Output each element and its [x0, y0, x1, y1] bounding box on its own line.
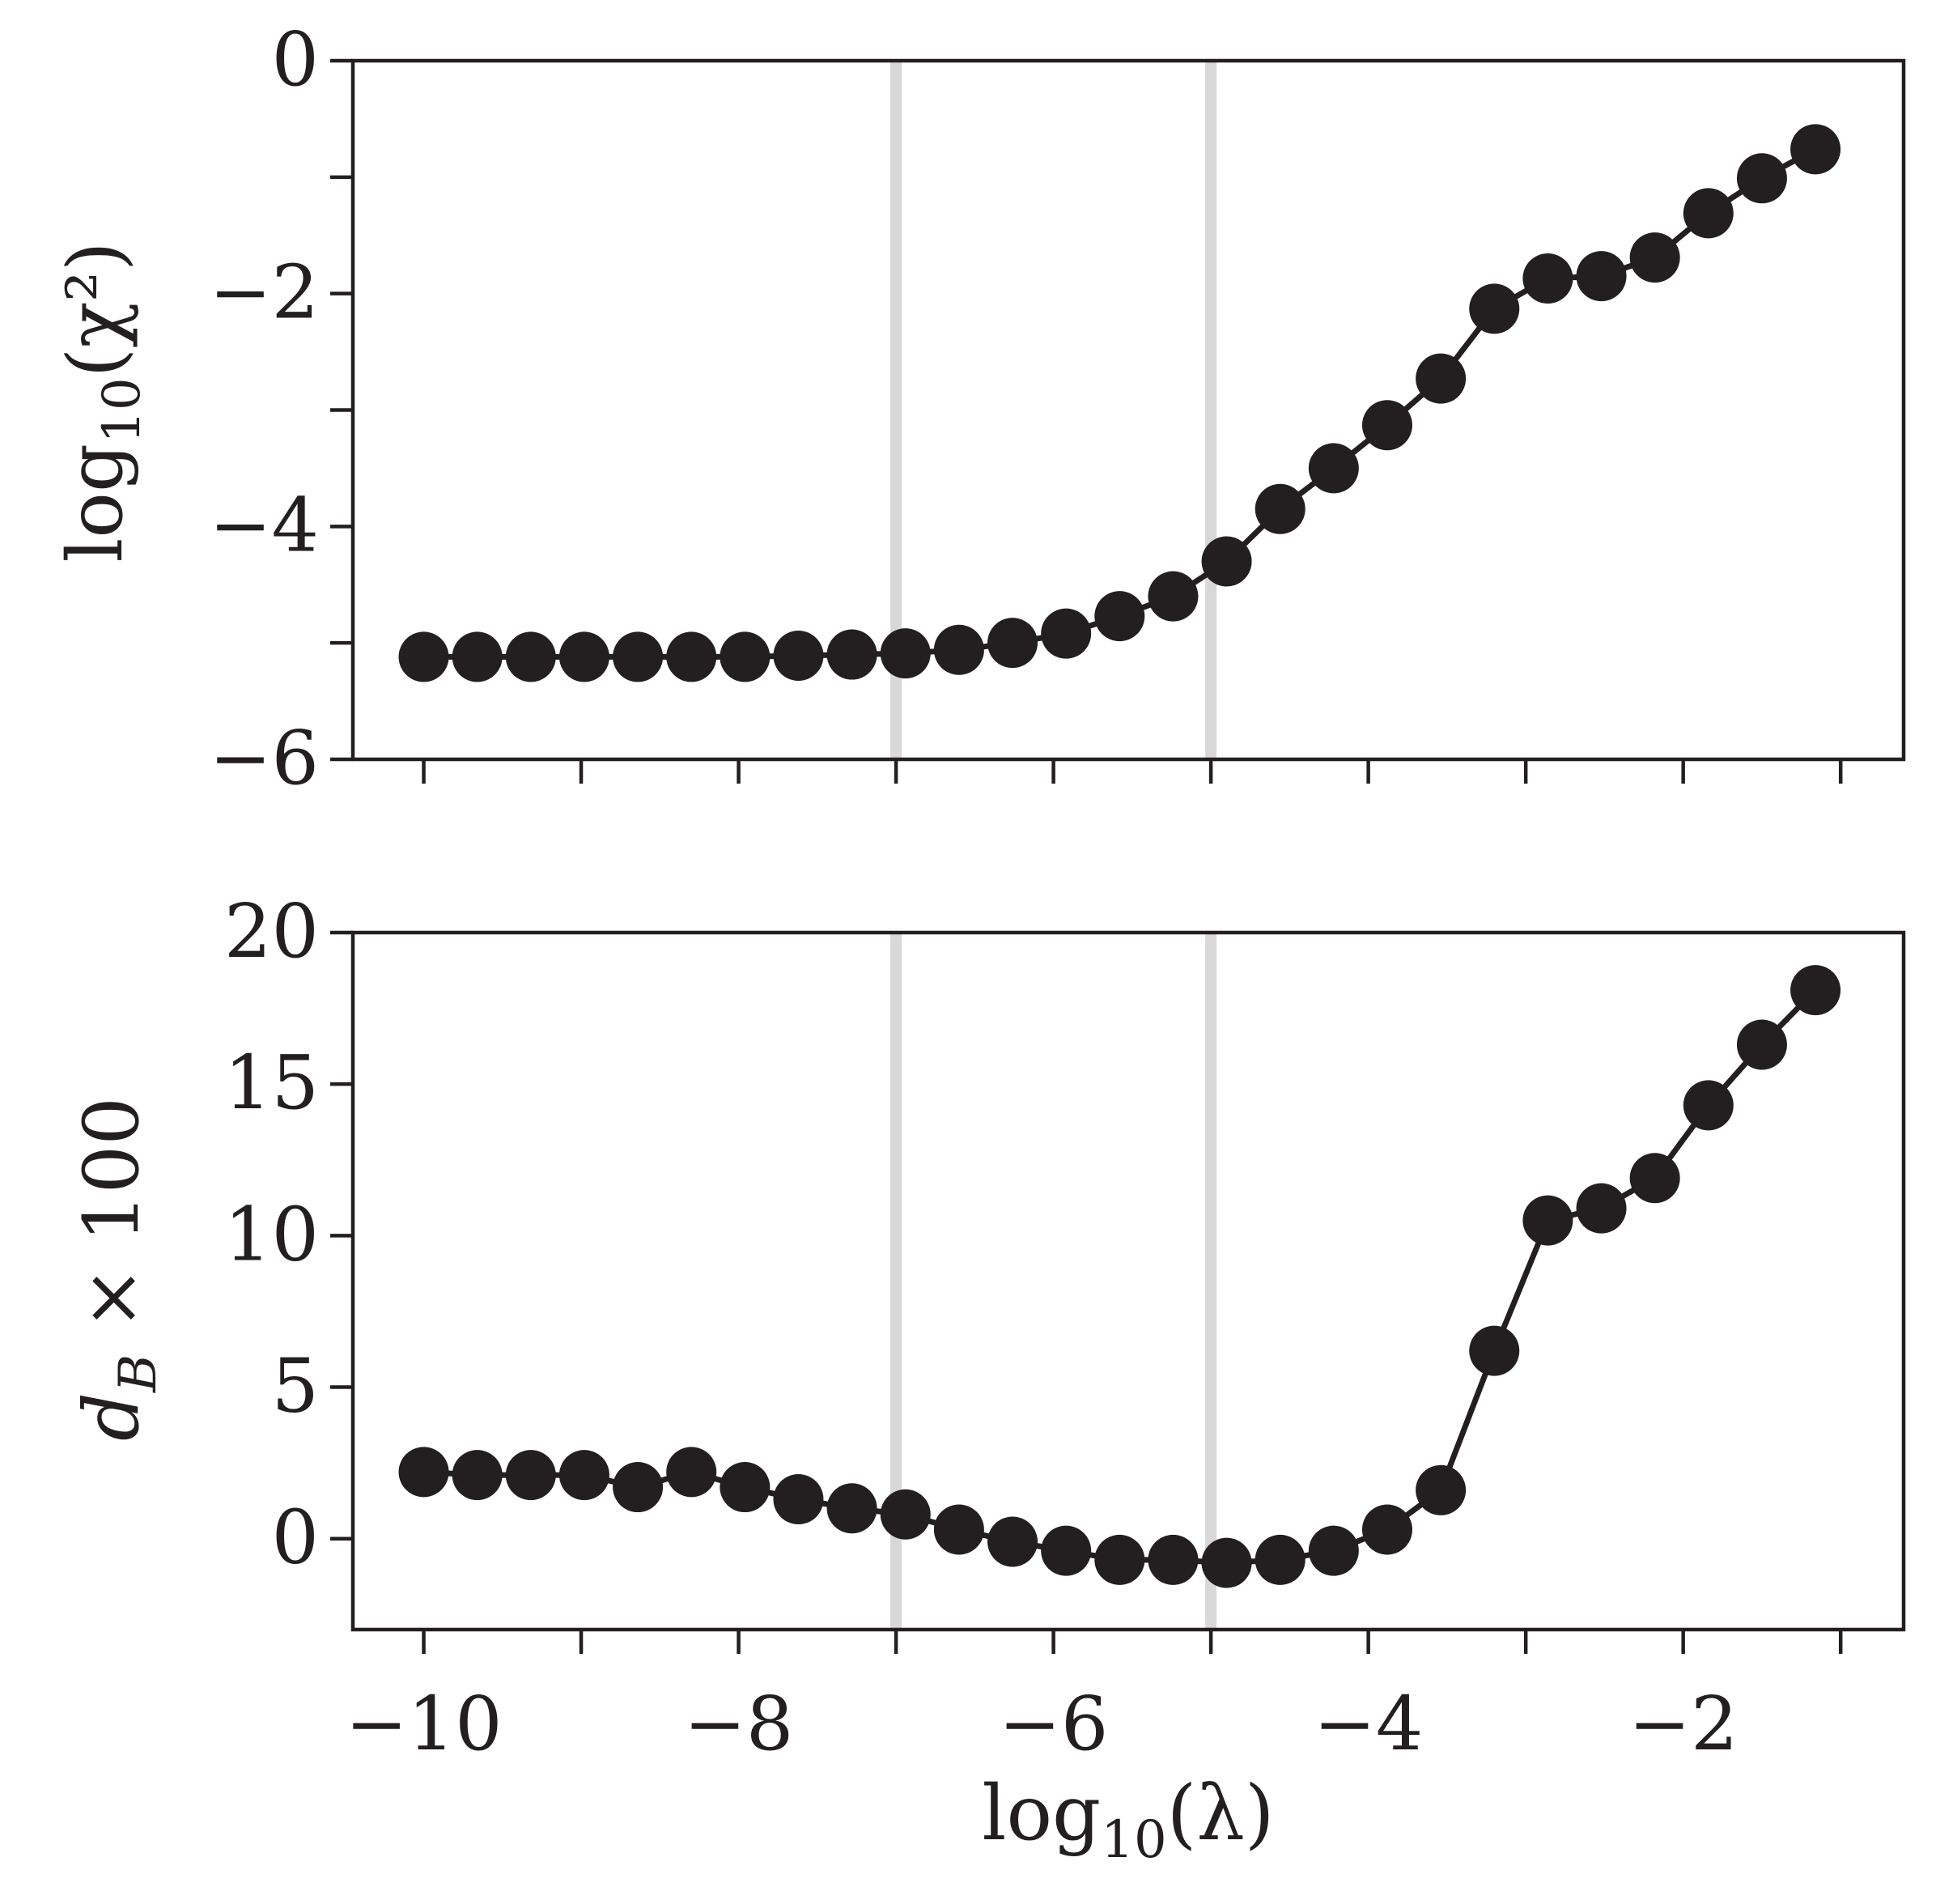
bottom-data-point-20	[1469, 1325, 1520, 1376]
bottom-y-axis-label: dB × 100	[68, 1097, 168, 1441]
bottom-data-point-7	[773, 1474, 824, 1525]
bottom-data-point-2	[505, 1450, 556, 1501]
top-data-point-23	[1629, 232, 1680, 283]
bottom-data-point-14	[1148, 1534, 1199, 1585]
top-ytick-label-6: −6	[209, 715, 319, 801]
top-data-point-4	[613, 631, 664, 682]
bottom-data-point-22	[1576, 1183, 1627, 1234]
top-data-point-2	[505, 631, 556, 682]
top-data-point-16	[1255, 483, 1306, 534]
top-y-axis-label: log10(χ²)	[52, 241, 152, 562]
top-data-point-1	[452, 631, 503, 682]
bottom-ytick-label-2: 10	[224, 1191, 319, 1277]
bottom-data-point-23	[1629, 1153, 1680, 1204]
bottom-data-point-19	[1416, 1464, 1467, 1515]
bottom-data-point-18	[1361, 1504, 1412, 1555]
top-data-point-9	[880, 628, 931, 679]
top-ytick-label-4: −4	[209, 482, 319, 568]
bottom-xtick-label-4: −6	[999, 1681, 1109, 1767]
bottom-ytick-label-1: 15	[224, 1039, 319, 1126]
bottom-data-point-16	[1255, 1534, 1306, 1585]
bottom-data-point-24	[1683, 1080, 1734, 1131]
bottom-data-point-13	[1094, 1534, 1145, 1585]
top-panel-chi-squared: 0 −2 −4 −6 log10(χ²)	[52, 16, 1906, 801]
top-data-point-18	[1361, 400, 1412, 451]
top-data-point-26	[1790, 124, 1841, 175]
bottom-panel-bhattacharyya-distance: 20 15 10 5 0 −10 −8 −6 −4 −2 dB × 100 log10(λ)	[68, 888, 1906, 1870]
top-data-point-19	[1416, 353, 1467, 404]
bottom-axes-frame	[350, 930, 1906, 1632]
top-data-point-17	[1308, 443, 1359, 494]
bottom-data-point-3	[558, 1450, 609, 1501]
bottom-data-point-5	[666, 1447, 717, 1498]
bottom-data-point-6	[720, 1462, 771, 1513]
bottom-data-point-21	[1522, 1195, 1573, 1246]
bottom-data-point-1	[452, 1450, 503, 1501]
bottom-data-point-26	[1790, 965, 1841, 1016]
bottom-ytick-label-0: 20	[224, 888, 319, 975]
bottom-x-axis-label: log10(λ)	[982, 1770, 1274, 1870]
bottom-data-point-25	[1736, 1019, 1787, 1070]
top-data-point-0	[398, 631, 449, 682]
bottom-ytick-label-4: 0	[271, 1494, 319, 1581]
bottom-data-point-10	[933, 1504, 984, 1555]
bottom-data-point-12	[1041, 1525, 1092, 1576]
top-data-point-5	[666, 631, 717, 682]
top-data-point-12	[1041, 608, 1092, 659]
top-data-point-24	[1683, 188, 1734, 239]
bottom-data-point-17	[1308, 1525, 1359, 1576]
bottom-data-point-4	[613, 1462, 664, 1513]
top-data-point-13	[1094, 591, 1145, 642]
bottom-xtick-label-6: −4	[1314, 1681, 1424, 1767]
bottom-xtick-label-0: −10	[345, 1681, 502, 1767]
top-data-point-6	[720, 631, 771, 682]
top-data-point-8	[826, 629, 877, 680]
top-ytick-label-0: 0	[271, 16, 319, 103]
top-data-point-3	[558, 631, 609, 682]
top-data-point-11	[987, 618, 1038, 669]
bottom-data-point-9	[880, 1489, 931, 1540]
top-data-point-20	[1469, 283, 1520, 334]
top-data-point-10	[933, 624, 984, 675]
bottom-ytick-label-3: 5	[271, 1343, 319, 1430]
top-data-point-7	[773, 630, 824, 681]
top-data-point-15	[1201, 536, 1252, 587]
top-data-point-25	[1736, 153, 1787, 204]
bottom-xtick-label-8: −2	[1628, 1681, 1739, 1767]
top-series-line	[423, 147, 1817, 660]
bottom-data-point-0	[398, 1447, 449, 1498]
top-data-point-21	[1522, 253, 1573, 304]
bottom-data-point-8	[826, 1483, 877, 1534]
top-data-point-22	[1576, 251, 1627, 302]
top-ytick-label-2: −2	[209, 249, 319, 336]
bottom-data-point-15	[1201, 1537, 1252, 1588]
top-data-point-14	[1148, 571, 1199, 622]
bottom-data-point-11	[987, 1516, 1038, 1567]
bottom-xtick-label-2: −8	[684, 1681, 794, 1767]
